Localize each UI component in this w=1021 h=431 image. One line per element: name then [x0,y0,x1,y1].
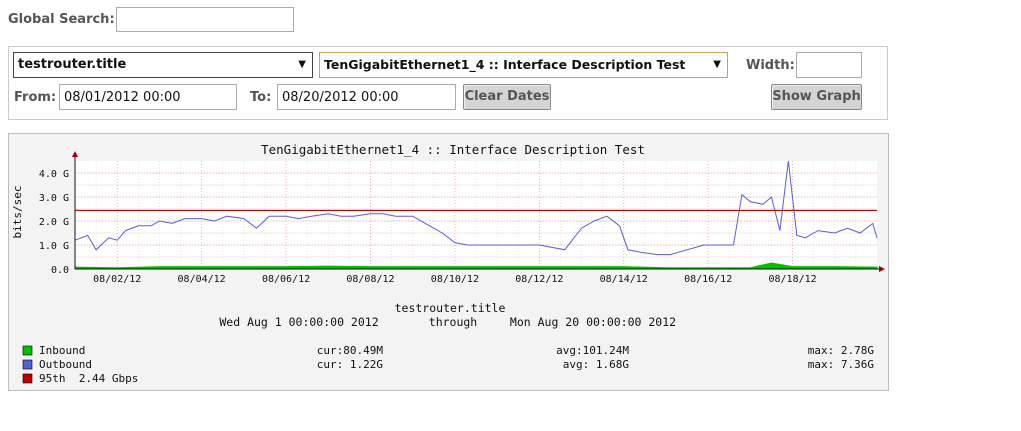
outbound-avg: avg: 1.68G [563,358,629,371]
graph-controls-panel [8,46,888,120]
y-axis-arrow [72,151,78,157]
inbound-swatch [22,345,33,356]
device-select[interactable]: testrouter.title ▼ [13,52,313,78]
legend-inbound: Inbound [39,344,85,357]
chevron-down-icon: ▼ [713,59,721,70]
y-tick-label: 0.0 [51,265,69,276]
x-tick-label: 08/16/12 [684,274,732,285]
inbound-max: max: 2.78G [808,344,874,357]
width-label: Width: [746,58,795,73]
outbound-cur: cur: 1.22G [317,358,383,371]
x-tick-label: 08/08/12 [346,274,394,285]
x-axis-arrow [879,266,885,272]
x-tick-label: 08/02/12 [93,274,141,285]
from-date-input[interactable] [59,84,237,110]
inbound-area [74,262,878,270]
footer-range-start: Wed Aug 1 00:00:00 2012 [219,315,378,329]
y-tick-label: 3.0 G [39,193,69,204]
clear-dates-button[interactable]: Clear Dates [463,84,551,110]
y-tick-label: 2.0 G [39,217,69,228]
x-tick-label: 08/14/12 [600,274,648,285]
chart-title: TenGigabitEthernet1_4 :: Interface Descr… [261,142,645,157]
device-select-value: testrouter.title [18,57,127,72]
inbound-avg: avg:101.24M [556,344,629,357]
y-axis-label: bits/sec [11,186,24,239]
footer-range-end: Mon Aug 20 00:00:00 2012 [510,315,676,329]
outbound-swatch [22,359,33,370]
x-tick-label: 08/18/12 [768,274,816,285]
global-search-input[interactable] [116,7,294,32]
to-date-input[interactable] [277,84,456,110]
to-label: To: [250,90,272,105]
from-label: From: [14,90,57,105]
percentile-swatch [22,373,33,384]
y-tick-label: 4.0 G [39,169,69,180]
x-tick-label: 08/12/12 [515,274,563,285]
interface-select[interactable]: TenGigabitEthernet1_4 :: Interface Descr… [319,52,728,78]
traffic-chart: TenGigabitEthernet1_4 :: Interface Descr… [11,142,885,385]
outbound-line [74,160,878,256]
legend-percentile: 95th 2.44 Gbps [39,372,138,385]
x-tick-label: 08/06/12 [262,274,310,285]
global-search-label: Global Search: [8,12,115,27]
x-tick-label: 08/10/12 [431,274,479,285]
chevron-down-icon: ▼ [298,59,306,70]
interface-select-value: TenGigabitEthernet1_4 :: Interface Descr… [324,57,686,72]
inbound-cur: cur:80.49M [317,344,384,357]
outbound-max: max: 7.36G [808,358,874,371]
footer-through: through [429,315,477,329]
footer-source: testrouter.title [395,301,506,315]
width-input[interactable] [796,52,862,78]
x-tick-label: 08/04/12 [178,274,226,285]
y-tick-label: 1.0 G [39,241,69,252]
legend-outbound: Outbound [39,358,92,371]
traffic-graph-panel: TenGigabitEthernet1_4 :: Interface Descr… [8,133,889,391]
show-graph-button[interactable]: Show Graph [771,84,862,110]
